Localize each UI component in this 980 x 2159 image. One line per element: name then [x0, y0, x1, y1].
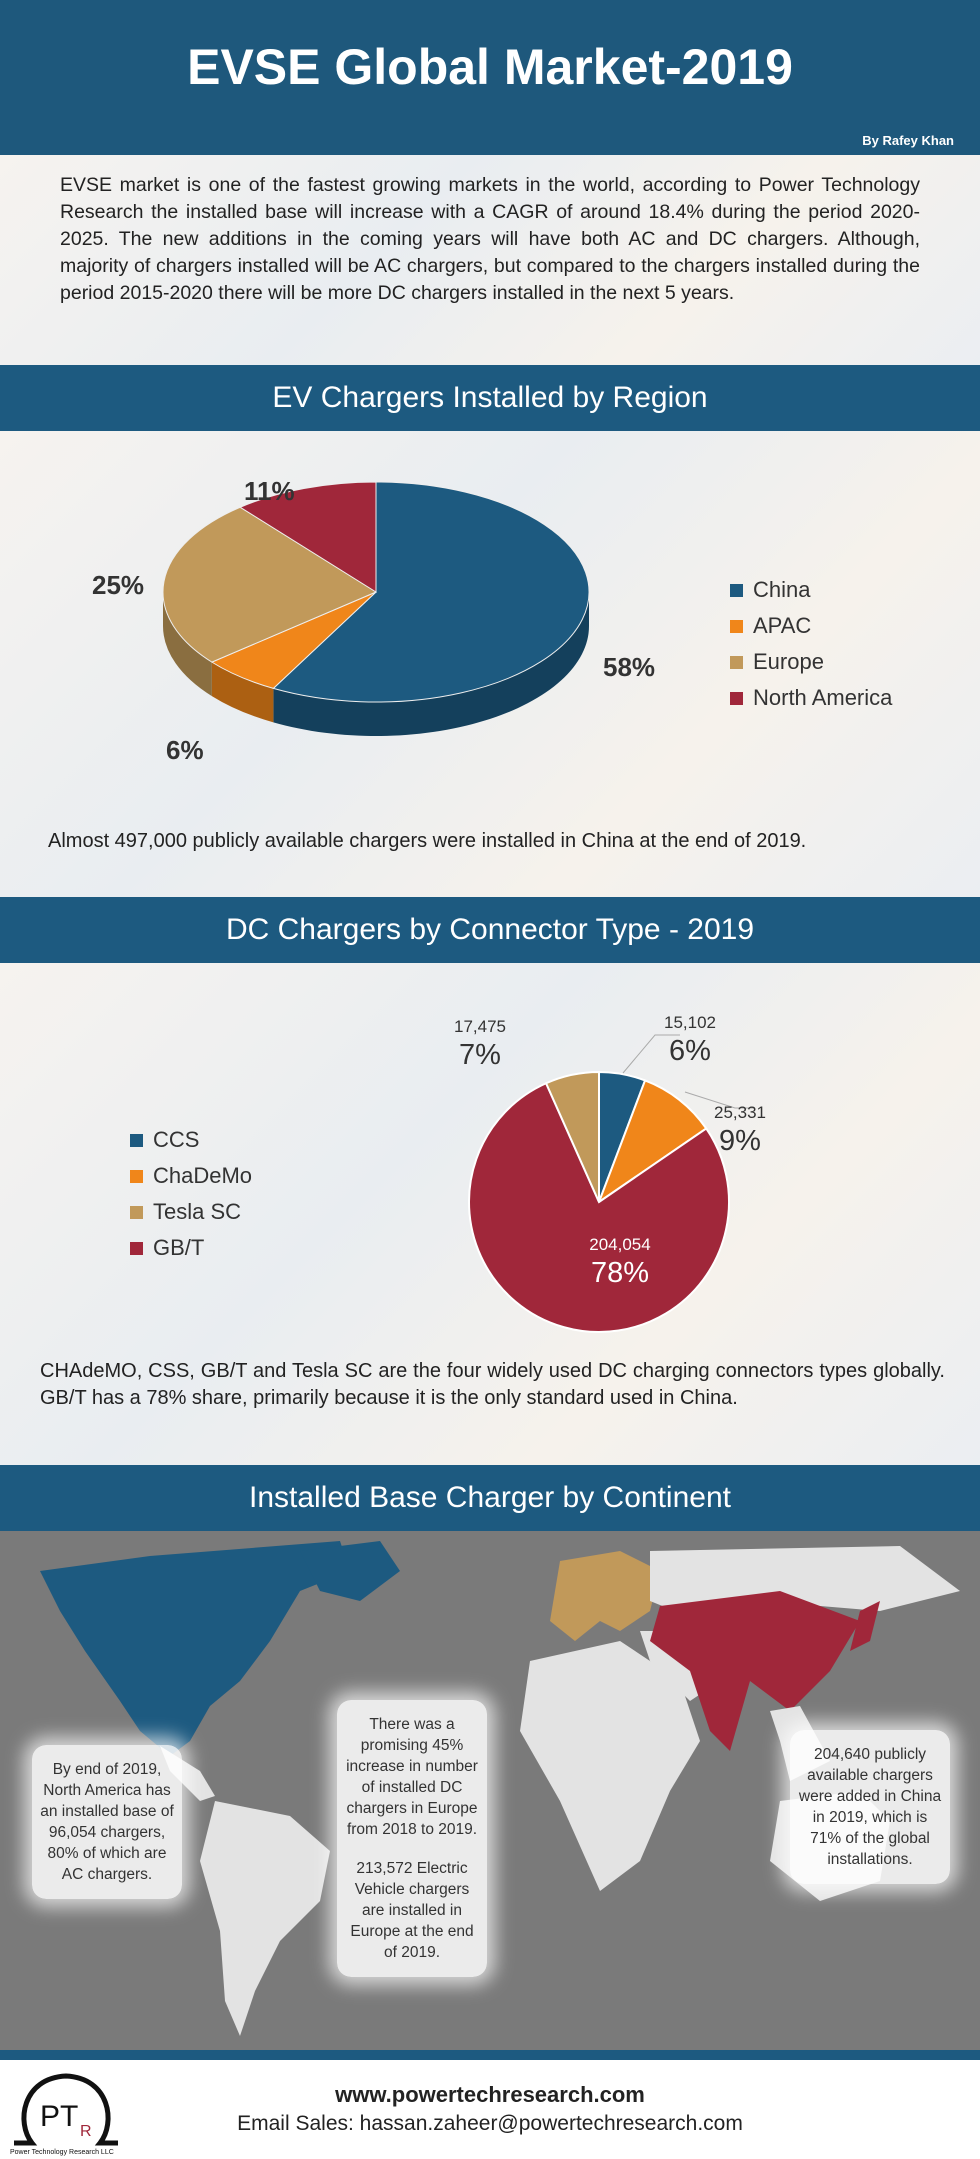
value-label: 17,475: [454, 1017, 506, 1036]
region-caption: Almost 497,000 publicly available charge…: [48, 830, 807, 852]
region-pie-chart: [162, 481, 590, 736]
byline: By Rafey Khan: [862, 133, 954, 148]
percent-label: 6%: [669, 1035, 711, 1067]
percent-label: 78%: [591, 1257, 649, 1289]
note-europe-growth: There was a promising 45% increase in nu…: [346, 1716, 478, 1838]
legend-item-gbt: GB/T: [130, 1230, 252, 1266]
legend-item-apac: APAC: [730, 608, 892, 644]
value-label: 25,331: [714, 1103, 766, 1122]
title-banner: EVSE Global Market-2019 By Rafey Khan: [0, 0, 980, 155]
note-china: 204,640 publicly available chargers were…: [790, 1730, 950, 1884]
leader-line: [622, 1034, 680, 1074]
value-label: 15,102: [664, 1013, 716, 1032]
note-europe-installed: 213,572 Electric Vehicle chargers are in…: [350, 1860, 474, 1961]
ptr-logo: PT R Power Technology Research LLC: [10, 2073, 118, 2156]
map-greenland: [300, 1541, 400, 1601]
pie-side-europe: [163, 592, 212, 697]
legend-item-ccs: CCS: [130, 1122, 252, 1158]
value-label: 204,054: [589, 1235, 650, 1254]
percent-label: 9%: [719, 1125, 761, 1157]
pie-slice-china: [272, 481, 590, 703]
note-europe: There was a promising 45% increase in nu…: [337, 1700, 487, 1977]
legend-item-tesla-sc: Tesla SC: [130, 1194, 252, 1230]
connector-legend: CCS ChaDeMo Tesla SC GB/T: [130, 1122, 252, 1266]
section-header-region: EV Chargers Installed by Region: [0, 365, 980, 431]
footer-divider: [0, 2050, 980, 2060]
connector-pie-chart: 15,102 6% 25,331 9% 204,054 78% 17,475 7%: [454, 1013, 766, 1333]
svg-text:R: R: [80, 2123, 92, 2140]
intro-area: [0, 155, 980, 365]
pie-label-china: 58%: [603, 652, 656, 682]
section-header-connector: DC Chargers by Connector Type - 2019: [0, 897, 980, 963]
percent-label: 7%: [459, 1039, 501, 1071]
intro-text: EVSE market is one of the fastest growin…: [60, 174, 920, 304]
legend-item-china: China: [730, 572, 892, 608]
pie-label-apac: 6%: [166, 735, 204, 765]
pie-side-china: [273, 592, 589, 736]
legend-item-chademo: ChaDeMo: [130, 1158, 252, 1194]
page-title: EVSE Global Market-2019: [187, 39, 793, 95]
website-link[interactable]: www.powertechresearch.com: [335, 2082, 645, 2107]
pie-slice-north-america: [239, 481, 377, 593]
region-legend: China APAC Europe North America: [730, 572, 892, 716]
pie-slice-chademo: [596, 1079, 708, 1205]
footer: PT R Power Technology Research LLC www.p…: [0, 2060, 980, 2159]
connector-caption: CHAdeMO, CSS, GB/T and Tesla SC are the …: [40, 1360, 945, 1409]
leader-line: [684, 1091, 755, 1109]
sales-email[interactable]: Email Sales: hassan.zaheer@powertechrese…: [237, 2112, 743, 2135]
legend-item-north-america: North America: [730, 680, 892, 716]
map-north-america: [40, 1541, 350, 1756]
section-header-continent: Installed Base Charger by Continent: [0, 1465, 980, 1531]
map-europe: [550, 1551, 660, 1641]
svg-text:Power Technology Research LLC: Power Technology Research LLC: [10, 2149, 114, 2156]
note-north-america: By end of 2019, North America has an ins…: [32, 1745, 182, 1899]
pie-slice-europe: [162, 506, 378, 663]
pie-side-apac: [211, 662, 274, 723]
map-china-india: [650, 1591, 860, 1751]
legend-item-europe: Europe: [730, 644, 892, 680]
pie-label-north-america: 11%: [244, 476, 295, 506]
map-south-america: [200, 1801, 330, 2036]
svg-text:PT: PT: [40, 2100, 78, 2133]
pie-label-europe: 25%: [92, 570, 145, 600]
map-africa: [520, 1641, 700, 1891]
pie-slice-gbt: [468, 1081, 730, 1333]
pie-slice-teslasc: [544, 1070, 600, 1203]
map-japan: [850, 1601, 880, 1651]
